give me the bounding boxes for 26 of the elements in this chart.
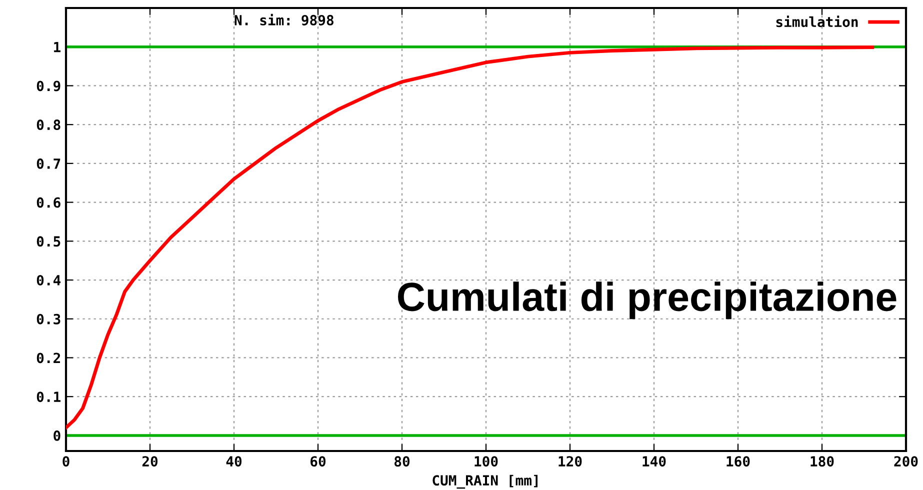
annotation: Cumulati di precipitazione (398, 282, 896, 320)
x-tick-label: 40 (226, 456, 242, 467)
x-tick-label: 140 (642, 456, 666, 467)
y-tick-label: 0.2 (36, 352, 60, 364)
x-axis-title: CUM_RAIN [mm] (432, 474, 538, 489)
y-tick-label: 0.4 (36, 274, 61, 286)
x-tick-label: 200 (894, 456, 918, 467)
x-tick-label: 180 (810, 456, 834, 467)
x-tick-label: 160 (726, 456, 750, 467)
y-tick-label: 0 (54, 430, 60, 441)
x-tick-label: 120 (558, 456, 582, 467)
x-tick-label: 0 (62, 456, 70, 467)
y-tick-label: 0.3 (36, 314, 60, 324)
y-tick-label: 0.7 (36, 158, 60, 169)
x-tick-label: 80 (394, 456, 410, 467)
x-tick-label: 100 (474, 456, 498, 467)
x-tick-label: 60 (310, 456, 326, 467)
y-tick-label: 0.1 (36, 392, 60, 402)
y-tick-label: 1 (54, 42, 60, 52)
y-tick-label: 0.6 (36, 197, 60, 208)
y-tick-label: 0.9 (36, 80, 60, 92)
y-tick-label: 0.5 (36, 236, 60, 247)
x-tick-label: 20 (142, 456, 158, 467)
annotation: N. sim: 9898 (234, 14, 334, 26)
y-tick-label: 0.8 (36, 120, 60, 130)
legend-label: simulation (776, 16, 858, 28)
